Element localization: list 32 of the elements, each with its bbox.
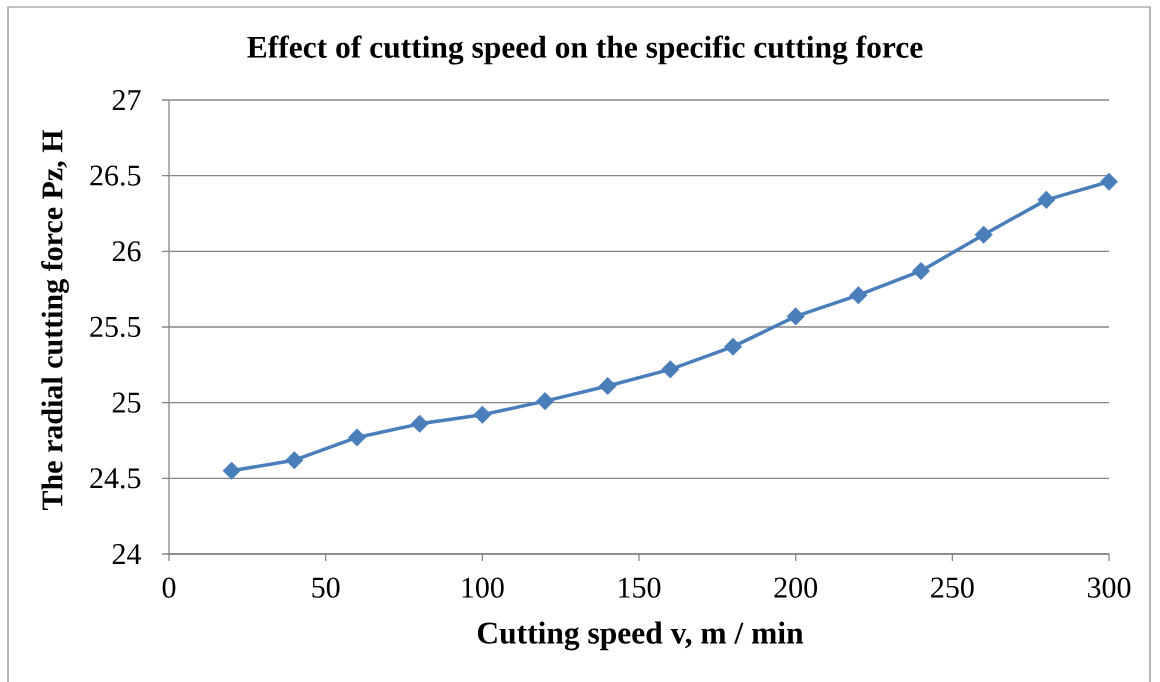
x-tick-label: 50 — [312, 577, 340, 598]
point — [598, 376, 617, 396]
point — [723, 337, 743, 356]
y-tick-label: 24.5 — [90, 468, 141, 489]
x-tick-label: 300 — [1087, 577, 1131, 598]
point — [786, 307, 805, 326]
x-tick-label: 0 — [162, 577, 176, 598]
point — [285, 451, 304, 470]
point — [1037, 190, 1056, 209]
x-tick-label: 250 — [931, 577, 974, 598]
y-tick-label: 26.5 — [90, 165, 141, 186]
x-tick-label: 100 — [462, 577, 504, 598]
point — [974, 225, 993, 244]
y-tick-label: 26 — [112, 241, 141, 262]
point — [849, 286, 868, 305]
point — [1099, 172, 1119, 191]
point — [222, 461, 241, 480]
y-tick-label: 24 — [112, 544, 142, 564]
point — [347, 428, 367, 447]
point — [410, 414, 429, 433]
x-tick-label: 200 — [774, 577, 818, 598]
point — [473, 405, 492, 424]
y-axis-title: The radial cutting force Pz, H — [41, 129, 69, 511]
y-tick-label: 25.5 — [90, 316, 141, 338]
point — [661, 360, 680, 379]
chart-title: Effect of cutting speed on the specific cutting force — [247, 35, 923, 65]
point — [911, 261, 931, 281]
x-tick-label: 150 — [619, 577, 661, 598]
point — [535, 392, 555, 411]
y-tick-label: 25 — [112, 392, 141, 413]
y-tick-label: 27 — [112, 90, 141, 110]
x-axis-title: Cutting speed v, m / min — [477, 621, 804, 651]
